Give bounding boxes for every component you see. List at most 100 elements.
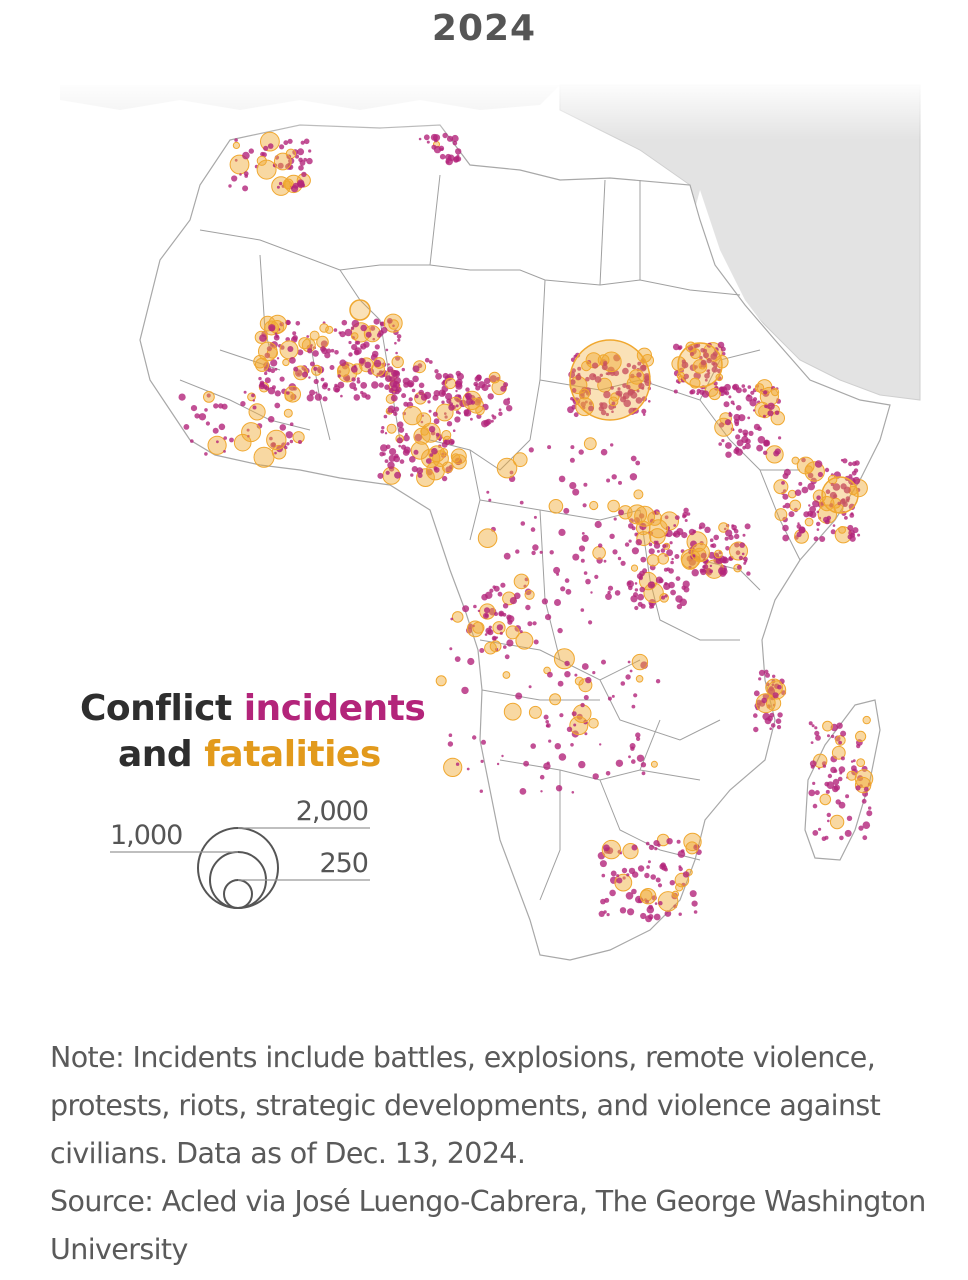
conflict-marker: [678, 345, 683, 350]
conflict-marker: [683, 586, 690, 593]
conflict-marker: [599, 373, 603, 377]
conflict-marker: [655, 576, 663, 584]
conflict-marker: [559, 713, 564, 718]
conflict-marker: [447, 741, 454, 747]
conflict-marker: [228, 184, 232, 188]
conflict-marker: [611, 401, 616, 406]
conflict-marker: [615, 390, 621, 396]
conflict-marker: [274, 332, 278, 336]
conflict-marker: [573, 412, 579, 418]
conflict-marker: [557, 680, 564, 687]
conflict-marker: [635, 397, 643, 404]
conflict-marker: [402, 377, 410, 385]
conflict-marker: [334, 350, 339, 355]
conflict-marker: [539, 774, 545, 780]
conflict-marker: [605, 593, 612, 600]
conflict-marker: [634, 582, 638, 585]
conflict-marker: [322, 396, 328, 402]
conflict-marker: [509, 597, 517, 605]
conflict-marker: [590, 591, 593, 594]
conflict-marker: [832, 524, 836, 527]
conflict-marker: [641, 387, 645, 390]
conflict-marker: [603, 559, 607, 563]
conflict-marker: [248, 148, 254, 154]
conflict-marker: [725, 442, 732, 449]
conflict-marker: [584, 400, 588, 404]
conflict-marker: [416, 467, 424, 475]
conflict-marker: [385, 470, 390, 475]
conflict-marker: [707, 369, 711, 372]
conflict-marker: [733, 418, 740, 425]
conflict-marker: [631, 364, 637, 370]
conflict-marker: [631, 526, 636, 531]
conflict-marker: [252, 399, 255, 402]
conflict-marker: [309, 389, 316, 396]
conflict-marker: [578, 388, 590, 400]
conflict-marker: [303, 157, 308, 162]
conflict-marker: [838, 526, 846, 534]
conflict-marker: [393, 411, 398, 416]
conflict-marker: [416, 412, 432, 428]
conflict-marker: [298, 440, 302, 444]
conflict-marker: [348, 340, 352, 345]
conflict-marker: [548, 499, 564, 514]
conflict-marker: [444, 415, 448, 419]
conflict-marker: [256, 155, 267, 166]
conflict-marker: [283, 408, 293, 418]
conflict-marker: [750, 390, 755, 395]
conflict-marker: [637, 897, 644, 904]
conflict-marker: [477, 377, 482, 381]
conflict-marker: [715, 556, 723, 565]
conflict-marker: [505, 625, 520, 640]
conflict-marker: [307, 348, 313, 354]
conflict-marker: [379, 451, 385, 457]
map-year-title: 2024: [431, 8, 537, 49]
conflict-marker: [258, 341, 278, 362]
conflict-marker: [492, 636, 497, 641]
conflict-marker: [289, 439, 294, 444]
conflict-marker: [543, 762, 551, 770]
conflict-marker: [256, 423, 263, 429]
conflict-marker: [312, 350, 319, 357]
conflict-marker: [320, 346, 326, 352]
conflict-marker: [626, 873, 630, 877]
conflict-marker: [267, 387, 276, 395]
conflict-marker: [601, 364, 608, 371]
conflict-marker: [598, 405, 604, 412]
conflict-marker: [671, 557, 674, 561]
conflict-marker: [356, 340, 361, 345]
conflict-marker: [395, 351, 398, 355]
conflict-marker: [725, 529, 733, 537]
conflict-marker: [744, 559, 748, 563]
conflict-marker: [270, 368, 276, 374]
conflict-marker: [383, 313, 403, 333]
conflict-marker: [814, 726, 818, 730]
conflict-marker: [198, 413, 207, 421]
conflict-marker: [443, 757, 463, 778]
conflict-marker: [451, 454, 467, 470]
conflict-marker: [308, 149, 312, 153]
conflict-marker: [474, 398, 482, 406]
conflict-marker: [598, 910, 605, 918]
conflict-marker: [501, 754, 504, 758]
conflict-marker: [381, 426, 385, 430]
conflict-marker: [431, 447, 438, 455]
conflict-marker: [297, 148, 305, 156]
conflict-marker: [754, 383, 765, 393]
conflict-marker: [606, 478, 611, 483]
conflict-marker: [519, 788, 527, 795]
conflict-marker: [402, 405, 423, 426]
conflict-marker: [267, 143, 274, 149]
conflict-marker: [502, 671, 511, 679]
conflict-marker: [817, 471, 824, 478]
conflict-marker: [267, 416, 275, 423]
conflict-marker: [670, 560, 674, 565]
conflict-marker: [353, 394, 361, 401]
conflict-marker: [546, 723, 551, 728]
conflict-marker: [320, 377, 325, 382]
conflict-marker: [628, 755, 631, 759]
conflict-marker: [330, 348, 335, 353]
conflict-marker: [563, 507, 570, 514]
conflict-marker: [742, 388, 747, 393]
conflict-marker: [266, 346, 272, 352]
